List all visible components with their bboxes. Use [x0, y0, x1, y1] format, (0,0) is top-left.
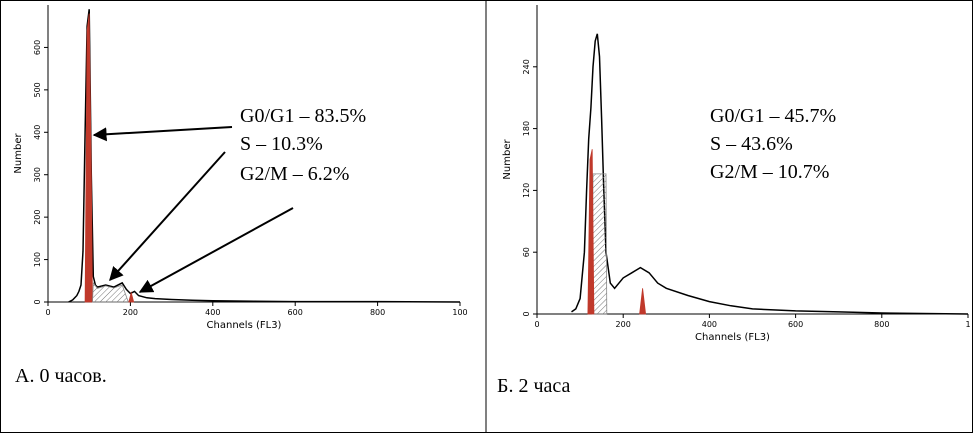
y-tick-label: 0 [33, 299, 42, 304]
histogram-trace [571, 33, 969, 315]
x-tick-label: 1 [965, 320, 970, 329]
x-tick-label: 400 [702, 320, 717, 329]
y-tick-label: 400 [33, 125, 42, 140]
y-tick-label: 100 [33, 252, 42, 267]
caption: А. 0 часов. [15, 365, 107, 387]
y-tick-label: 500 [33, 82, 42, 97]
phase-area [639, 288, 647, 315]
phase-area [92, 281, 129, 303]
annotation: G0/G1 – 83.5% [240, 105, 366, 127]
y-tick-label: 60 [522, 247, 531, 257]
x-tick-label: 200 [616, 320, 631, 329]
y-tick-label: 200 [33, 210, 42, 225]
y-tick-label: 240 [522, 59, 531, 74]
y-axis-label: Number [502, 139, 513, 180]
x-tick-label: 200 [123, 308, 138, 317]
y-tick-label: 600 [33, 40, 42, 55]
y-tick-label: 0 [522, 311, 531, 316]
x-tick-label: 400 [205, 308, 220, 317]
x-axis-label: Channels (FL3) [207, 320, 282, 331]
y-tick-label: 300 [33, 167, 42, 182]
annotation: G2/M – 6.2% [240, 163, 349, 185]
annotation: G0/G1 – 45.7% [710, 105, 836, 127]
caption: Б. 2 часа [497, 375, 571, 397]
arrows [92, 126, 294, 293]
arrow [109, 151, 226, 282]
arrow [138, 207, 294, 293]
annotation: G2/M – 10.7% [710, 161, 829, 183]
x-tick-label: 600 [788, 320, 803, 329]
y-tick-label: 180 [522, 121, 531, 136]
x-tick-label: 0 [45, 308, 50, 317]
annotation: S – 43.6% [710, 133, 793, 155]
x-tick-label: 0 [534, 320, 539, 329]
annotation: S – 10.3% [240, 133, 323, 155]
phase-area [591, 173, 608, 315]
x-tick-label: 800 [370, 308, 385, 317]
x-tick-label: 100 [452, 308, 467, 317]
phase-area [587, 149, 595, 315]
x-tick-label: 800 [874, 320, 889, 329]
arrow [92, 126, 233, 142]
histogram-trace [68, 9, 461, 303]
x-tick-label: 600 [288, 308, 303, 317]
y-axis-label: Number [13, 133, 24, 174]
x-axis-label: Channels (FL3) [695, 332, 770, 343]
phase-area [128, 291, 135, 303]
y-tick-label: 120 [522, 183, 531, 198]
phase-area [84, 13, 93, 303]
